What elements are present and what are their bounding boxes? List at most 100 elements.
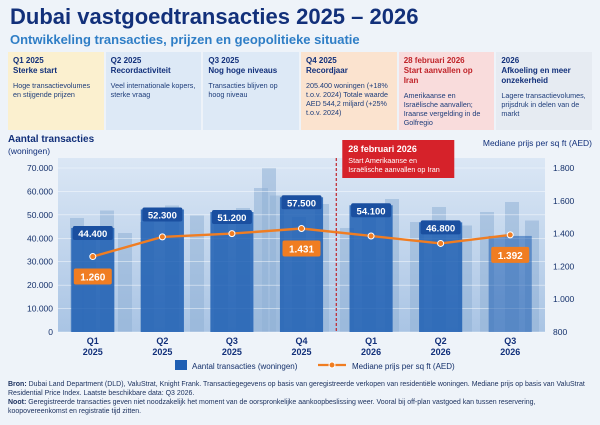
- bar-label-box: [351, 203, 392, 218]
- bar-label-box: [72, 225, 113, 240]
- page-title: Dubai vastgoedtransacties 2025 – 2026: [10, 4, 419, 29]
- skyline-building: [118, 233, 132, 332]
- timeline-period: Q3 2025: [208, 56, 240, 65]
- line-point: [298, 225, 305, 233]
- timeline-period: Q1 2025: [13, 56, 44, 65]
- timeline-heading: Nog hoge niveaus: [208, 66, 278, 75]
- y-left-tick-label: 50.000: [27, 210, 53, 220]
- timeline-period: 2026: [501, 56, 520, 65]
- bar-value-label: 57.500: [287, 198, 316, 209]
- y-left-tick-label: 40.000: [27, 233, 53, 243]
- bar-value-label: 52.300: [148, 210, 177, 221]
- annotation-text: Israëlische aanvallen op Iran: [348, 165, 440, 174]
- x-tick-label: 2025: [83, 347, 103, 357]
- bar-label-box: [142, 207, 183, 222]
- timeline-card: Q2 2025 Recordactiviteit Veel internatio…: [105, 52, 202, 130]
- timeline-card: Q4 2025 Recordjaar 205.400 woningen (+18…: [301, 52, 397, 130]
- timeline-period: Q4 2025: [306, 56, 337, 65]
- y-right-tick-label: 1.800: [553, 163, 575, 173]
- timeline-desc: Amerikaanse en Israëlische aanvallen; Ir…: [403, 91, 481, 127]
- footer: Bron: Dubai Land Department (DLD), ValuS…: [8, 380, 594, 416]
- annotation-text: Start Amerikaanse en: [348, 156, 417, 165]
- timeline-card: Q3 2025 Nog hoge niveaus Transacties bli…: [203, 52, 300, 130]
- y-left-axis-title: Aantal transacties: [8, 134, 95, 145]
- x-tick-label: Q1: [87, 336, 99, 346]
- timeline: Q1 2025 Sterke start Hoge transactievolu…: [8, 52, 593, 130]
- y-left-tick-label: 30.000: [27, 257, 53, 267]
- x-tick-label: Q3: [504, 336, 516, 346]
- y-left-tick-label: 10.000: [27, 304, 53, 314]
- line-label-box: [282, 240, 321, 257]
- page-subtitle: Ontwikkeling transacties, prijzen en geo…: [10, 32, 360, 47]
- timeline-period: Q2 2025: [110, 56, 142, 65]
- timeline-card: 28 februari 2026 Start aanvallen op Iran…: [398, 52, 495, 130]
- bar-label-box: [281, 195, 322, 210]
- bar-transactions: [140, 209, 184, 332]
- transactions-chart: 0 10.000 20.000 30.000 40.000 50.000 60.000 70.…: [8, 134, 592, 371]
- line-point: [437, 239, 445, 247]
- x-tick-label: 2026: [500, 347, 520, 357]
- x-tick-label: 2025: [222, 347, 242, 357]
- x-tick-label: 2025: [291, 347, 311, 357]
- line-label-box: [491, 246, 530, 263]
- y-right-axis-title: Mediane prijs per sq ft (AED): [483, 138, 592, 148]
- skyline-building: [190, 215, 204, 332]
- bar-transactions: [210, 212, 254, 332]
- timeline-desc: Hoge transactievolumes en stijgende prij…: [13, 81, 91, 99]
- y-left-tick-label: 70.000: [27, 163, 53, 173]
- source-text: Dubai Land Department (DLD), ValuStrat, …: [8, 381, 585, 398]
- note-label: Noot:: [8, 399, 27, 407]
- y-left-tick-label: 60.000: [27, 186, 53, 196]
- timeline-heading: Recordjaar: [306, 66, 348, 75]
- timeline-card: 2026 Afkoeling en meer onzekerheid Lager…: [496, 52, 593, 130]
- timeline-heading: Start aanvallen op Iran: [403, 66, 473, 85]
- line-label-box: [73, 268, 112, 285]
- y-left-tick-label: 20.000: [27, 280, 53, 290]
- bar-value-label: 51.200: [217, 213, 246, 224]
- line-point: [158, 233, 166, 241]
- source-label: Bron:: [8, 381, 27, 388]
- x-tick-label: Q1: [365, 336, 377, 346]
- timeline-period: 28 februari 2026: [403, 56, 465, 65]
- bar-transactions: [349, 205, 393, 332]
- x-tick-label: 2025: [152, 347, 172, 357]
- line-point: [506, 231, 514, 239]
- line-value-label: 1.260: [80, 273, 105, 284]
- bar-label-box: [211, 210, 252, 225]
- bar-label-box: [420, 220, 461, 235]
- bar-value-label: 54.100: [357, 206, 386, 217]
- x-tick-label: 2026: [361, 347, 381, 357]
- timeline-heading: Sterke start: [13, 66, 58, 75]
- timeline-heading: Afkoeling en meer onzekerheid: [501, 66, 571, 85]
- annotation-box: [342, 140, 455, 178]
- timeline-desc: Veel internationale kopers, sterke vraag: [110, 81, 196, 99]
- legend-swatch-marker: [328, 361, 336, 369]
- y-right-tick-label: 1.600: [553, 196, 575, 206]
- note-text: Geregistreerde transacties geven niet no…: [8, 399, 536, 416]
- line-point: [228, 230, 236, 238]
- note-line: Noot: Geregistreerde transacties geven n…: [8, 398, 594, 416]
- chart-area: 0 10.000 20.000 30.000 40.000 50.000 60.000 70.…: [0, 130, 600, 378]
- y-left-axis-subtitle: (woningen): [8, 146, 50, 156]
- y-right-tick-label: 1.400: [553, 229, 575, 239]
- y-left-tick-label: 0: [48, 327, 53, 337]
- line-point: [367, 232, 375, 240]
- y-right-tick-label: 1.200: [553, 261, 575, 271]
- timeline-desc: 205.400 woningen (+18% t.o.v. 2024) Tota…: [306, 81, 389, 117]
- bar-value-label: 46.800: [426, 223, 455, 234]
- x-tick-label: Q4: [295, 336, 307, 346]
- legend-swatch-bars: [175, 360, 187, 370]
- line-point: [89, 253, 97, 261]
- legend-label-bars: Aantal transacties (woningen): [192, 362, 298, 371]
- x-tick-label: Q3: [226, 336, 238, 346]
- timeline-heading: Recordactiviteit: [110, 66, 171, 75]
- x-tick-label: Q2: [435, 336, 447, 346]
- y-right-tick-label: 1.000: [553, 294, 575, 304]
- timeline-desc: Lagere transactievolumes, prijsdruk in d…: [501, 91, 586, 118]
- line-value-label: 1.431: [289, 245, 314, 256]
- bar-transactions: [279, 197, 324, 332]
- x-tick-label: Q2: [156, 336, 168, 346]
- bar-transactions: [419, 222, 463, 332]
- annotation-title: 28 februari 2026: [348, 144, 417, 154]
- y-right-tick-label: 800: [553, 327, 567, 337]
